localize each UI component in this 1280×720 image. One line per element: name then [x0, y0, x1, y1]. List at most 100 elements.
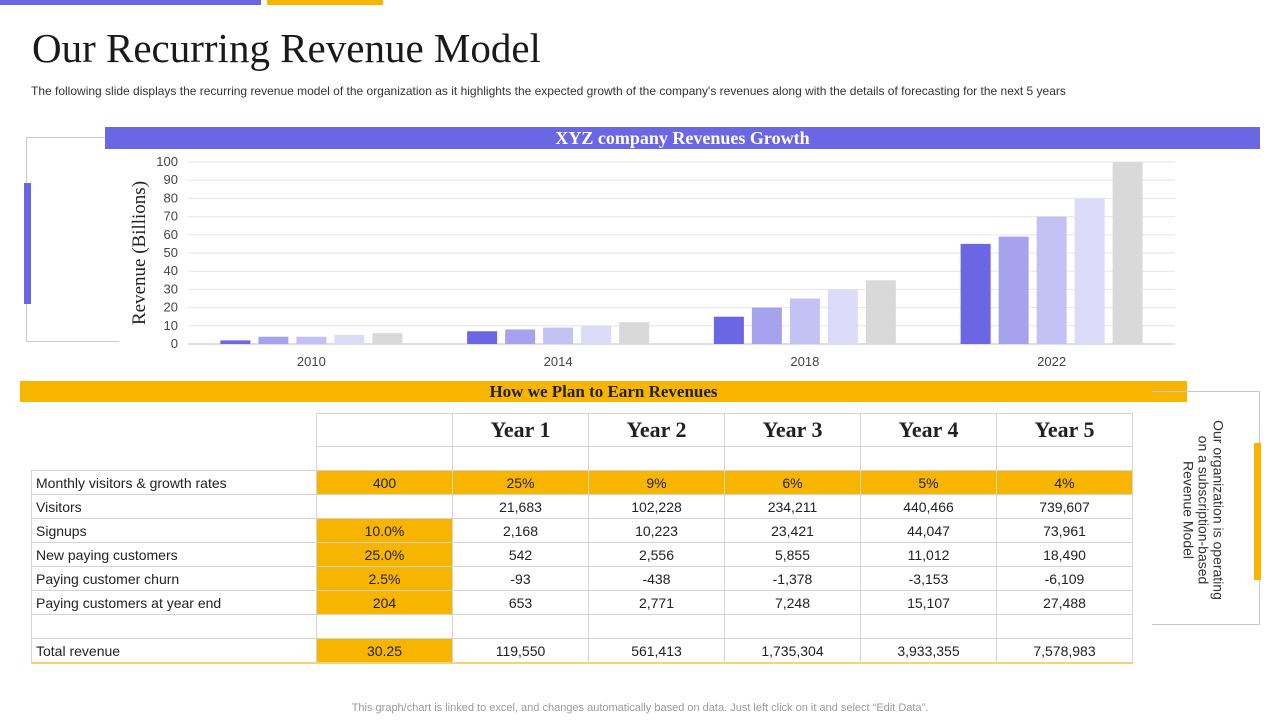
bar-2018-3	[789, 298, 820, 344]
year-value-cell: 5,855	[724, 542, 861, 567]
base-value-cell: 204	[316, 590, 453, 615]
page-subtitle: The following slide displays the recurri…	[31, 84, 1066, 98]
bar-2022-1	[960, 243, 991, 344]
row-label: Total revenue	[31, 638, 317, 664]
table-row: Paying customers at year end 204 653 2,771 7…	[31, 590, 1133, 615]
spacer-cell	[316, 446, 453, 471]
y-axis-label: Revenue (Billions)	[129, 181, 150, 325]
year-value-cell: 73,961	[996, 518, 1133, 543]
bar-2014-3	[543, 327, 574, 344]
row-label: Visitors	[31, 494, 317, 519]
bar-2018-2	[751, 307, 782, 344]
year-value-cell: 7,248	[724, 590, 861, 615]
page-title: Our Recurring Revenue Model	[32, 25, 541, 71]
base-value-cell: 25.0%	[316, 542, 453, 567]
year-value-cell: 102,228	[588, 494, 725, 519]
bar-2018-1	[713, 316, 744, 344]
chart-title-band: XYZ company Revenues Growth	[105, 127, 1260, 149]
year-value-cell: 21,683	[452, 494, 589, 519]
bar-2022-4	[1074, 198, 1105, 344]
bar-2010-4	[334, 334, 365, 344]
side-note: Our organization is operating on a subsc…	[1180, 420, 1227, 600]
y-tick-label: 20	[164, 300, 178, 315]
table-row: New paying customers 25.0% 542 2,556 5,855 11…	[31, 542, 1133, 567]
table-row: Signups 10.0% 2,168 10,223 23,421 44,047 73,96…	[31, 518, 1133, 543]
table-header-row: Year 1 Year 2 Year 3 Year 4 Year 5	[32, 413, 1133, 447]
footer-note: This graph/chart is linked to excel, and…	[351, 702, 929, 714]
chart-y-ticks: 0 10 20 30 40 50 60 70 80 90 100	[156, 154, 178, 351]
row-label: Signups	[31, 518, 317, 543]
table-row: Visitors 21,683 102,228 234,211 440,466 739,6…	[31, 494, 1133, 519]
y-tick-label: 70	[164, 209, 178, 224]
spacer-cell	[724, 446, 861, 471]
bar-2014-5	[619, 322, 650, 344]
row-label: New paying customers	[31, 542, 317, 567]
year-value-cell: 18,490	[996, 542, 1133, 567]
spacer-cell	[724, 614, 861, 639]
top-accent-bar-gold	[267, 0, 383, 5]
year-value-cell: 653	[452, 590, 589, 615]
base-value-cell: 2.5%	[316, 566, 453, 591]
base-value-cell: 400	[316, 470, 453, 495]
year-value-cell: -438	[588, 566, 725, 591]
x-tick-label: 2018	[790, 354, 819, 369]
year-value-cell: 9%	[588, 470, 725, 495]
spacer-cell	[452, 614, 589, 639]
y-tick-label: 90	[164, 172, 178, 187]
bar-2010-5	[372, 333, 403, 344]
x-tick-label: 2014	[544, 354, 573, 369]
year-value-cell: 44,047	[860, 518, 997, 543]
y-tick-label: 60	[164, 227, 178, 242]
year-value-cell: -3,153	[860, 566, 997, 591]
spacer-cell	[860, 614, 997, 639]
spacer-cell	[316, 614, 453, 639]
bar-2018-4	[827, 289, 858, 344]
year-value-cell: 25%	[452, 470, 589, 495]
row-label: Paying customer churn	[31, 566, 317, 591]
year-value-cell: 27,488	[996, 590, 1133, 615]
header-base-cell	[316, 413, 453, 447]
year-value-cell: 3,933,355	[860, 638, 997, 664]
y-tick-label: 0	[171, 336, 178, 351]
year-value-cell: 234,211	[724, 494, 861, 519]
year-value-cell: 119,550	[452, 638, 589, 664]
base-value-cell	[316, 494, 453, 519]
chart-x-ticks: 2010 2014 2018 2022	[297, 354, 1066, 369]
plan-title-band: How we Plan to Earn Revenues	[20, 381, 1187, 402]
spacer-cell	[588, 446, 725, 471]
chart-bars	[220, 162, 1143, 344]
spacer-cell	[452, 446, 589, 471]
year-value-cell: 7,578,983	[996, 638, 1133, 664]
x-tick-label: 2010	[297, 354, 326, 369]
year-value-cell: 5%	[860, 470, 997, 495]
spacer-row	[31, 614, 1133, 639]
bar-2022-2	[998, 236, 1029, 344]
revenue-plan-table: Year 1 Year 2 Year 3 Year 4 Year 5 Monthly vi…	[31, 413, 1133, 664]
base-value-cell: 30.25	[316, 638, 453, 664]
year-value-cell: 739,607	[996, 494, 1133, 519]
y-tick-label: 30	[164, 281, 178, 296]
year-header: Year 4	[860, 413, 997, 447]
y-tick-label: 100	[156, 154, 178, 169]
bar-2010-1	[220, 340, 251, 344]
year-header: Year 3	[724, 413, 861, 447]
year-value-cell: 561,413	[588, 638, 725, 664]
header-corner	[32, 414, 317, 447]
year-value-cell: 2,168	[452, 518, 589, 543]
spacer-cell	[31, 614, 317, 639]
bar-2022-3	[1036, 216, 1067, 344]
spacer-cell	[996, 614, 1133, 639]
year-header: Year 5	[996, 413, 1133, 447]
year-value-cell: 11,012	[860, 542, 997, 567]
y-tick-label: 10	[164, 318, 178, 333]
y-tick-label: 50	[164, 245, 178, 260]
bar-2010-2	[258, 336, 289, 344]
year-value-cell: -93	[452, 566, 589, 591]
bar-2014-2	[505, 329, 536, 344]
year-value-cell: 10,223	[588, 518, 725, 543]
year-value-cell: 1,735,304	[724, 638, 861, 664]
year-value-cell: 23,421	[724, 518, 861, 543]
bar-2010-3	[296, 336, 327, 344]
year-value-cell: 4%	[996, 470, 1133, 495]
spacer-row	[32, 446, 1133, 471]
